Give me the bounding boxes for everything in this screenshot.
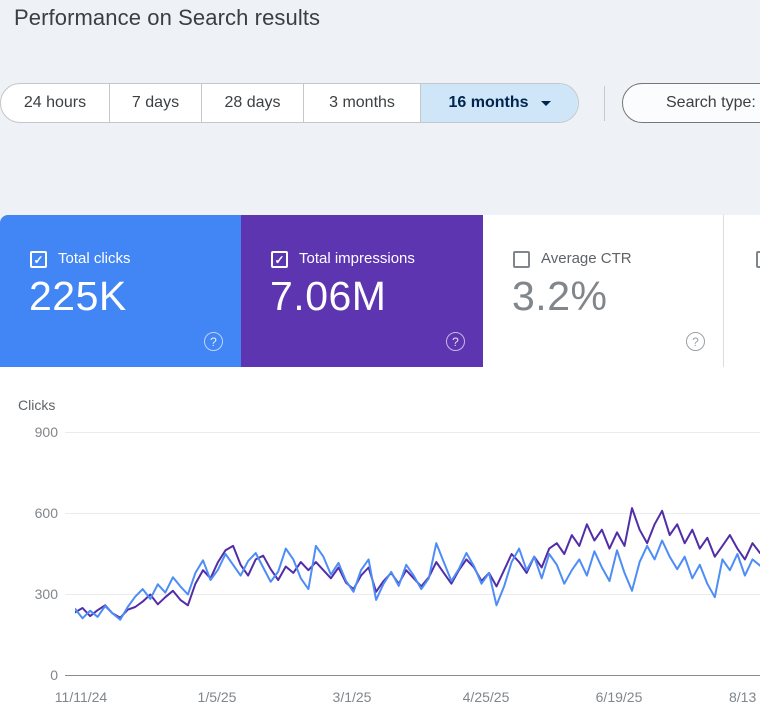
total-clicks-card[interactable]: ✓ Total clicks 225K ?: [0, 215, 241, 367]
y-axis-label: 900: [34, 424, 58, 440]
average-ctr-value: 3.2%: [512, 273, 608, 319]
total-clicks-checkbox[interactable]: ✓: [30, 251, 47, 268]
chevron-down-icon: [540, 100, 551, 106]
range-tab-28-days[interactable]: 28 days: [201, 84, 303, 122]
help-icon[interactable]: ?: [686, 332, 705, 351]
average-ctr-label: Average CTR: [541, 250, 632, 267]
help-icon[interactable]: ?: [204, 332, 223, 351]
total-impressions-value: 7.06M: [270, 273, 387, 319]
search-type-label: Search type:: [666, 94, 756, 111]
range-tab-24-hours[interactable]: 24 hours: [1, 84, 109, 122]
x-axis-label: 6/19/25: [595, 689, 643, 705]
gridline: [65, 432, 760, 433]
total-impressions-card[interactable]: ✓ Total impressions 7.06M ?: [241, 215, 483, 367]
y-axis-label: 600: [34, 505, 58, 521]
next-metric-checkbox[interactable]: [756, 251, 760, 268]
range-tab-7-days[interactable]: 7 days: [109, 84, 201, 122]
gridline: [65, 513, 760, 514]
page-title: Performance on Search results: [14, 5, 321, 30]
total-clicks-value: 225K: [29, 273, 127, 319]
x-axis-line: [65, 675, 760, 676]
checkmark-icon: ✓: [274, 252, 285, 267]
y-axis-label: 0: [50, 667, 58, 683]
average-ctr-checkbox[interactable]: [513, 251, 530, 268]
chart-lines: [75, 507, 760, 621]
y-axis-title: Clicks: [18, 397, 56, 413]
x-axis-label: 1/5/25: [197, 689, 237, 705]
average-ctr-card[interactable]: Average CTR 3.2% ?: [483, 215, 723, 367]
x-axis-label: 8/13: [729, 689, 757, 705]
gridline: [65, 594, 760, 595]
x-axis-label: 3/1/25: [332, 689, 372, 705]
total-impressions-checkbox[interactable]: ✓: [271, 251, 288, 268]
total-impressions-label: Total impressions: [299, 250, 415, 267]
help-icon[interactable]: ?: [446, 332, 465, 351]
performance-chart: Clicks 900 600 300 0 11/11/24 1/5/25 3/1…: [0, 367, 760, 714]
range-tab-16-months[interactable]: 16 months: [420, 84, 578, 122]
metric-cards: ✓ Total clicks 225K ? ✓ Total impression…: [0, 215, 760, 367]
range-tab-3-months[interactable]: 3 months: [303, 84, 420, 122]
total-clicks-label: Total clicks: [58, 250, 131, 267]
date-range-tabs: 24 hours 7 days 28 days 3 months 16 mont…: [0, 83, 579, 123]
checkmark-icon: ✓: [33, 252, 44, 267]
x-axis-label: 11/11/24: [54, 689, 108, 705]
next-metric-card-partial[interactable]: [723, 215, 760, 367]
x-axis-label: 4/25/25: [462, 689, 510, 705]
y-axis-label: 300: [34, 586, 58, 602]
search-type-filter[interactable]: Search type:: [622, 83, 760, 123]
toolbar-divider: [604, 86, 605, 121]
range-tab-16-months-label: 16 months: [448, 94, 529, 111]
